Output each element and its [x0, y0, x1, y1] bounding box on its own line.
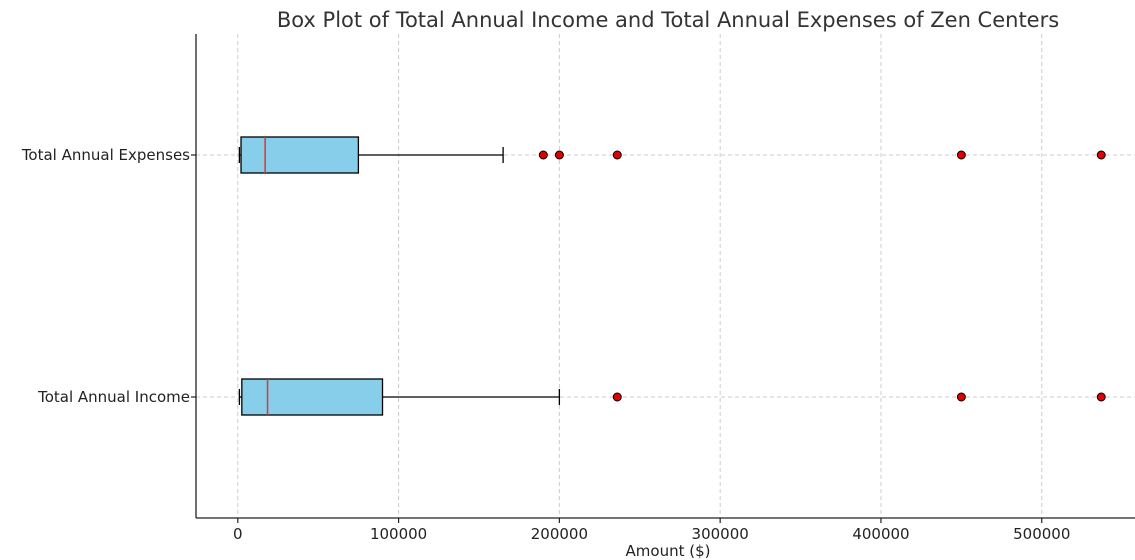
grid-lines	[196, 34, 1135, 518]
outlier-point	[1096, 392, 1106, 402]
x-tick-label: 100000	[370, 525, 427, 543]
box-plot-group	[238, 378, 1106, 416]
x-tick-label: 0	[233, 525, 243, 543]
x-tick-label: 300000	[692, 525, 749, 543]
x-tick-label: 500000	[1013, 525, 1070, 543]
outlier-point	[538, 150, 548, 160]
x-axis-ticks: 0 100000 200000 300000 400000 500000	[233, 518, 1070, 543]
box-plots	[238, 136, 1106, 416]
box-plot-group	[238, 136, 1106, 174]
outlier-point	[554, 150, 564, 160]
outlier-point	[612, 150, 622, 160]
y-axis-ticks: Total Annual Income Total Annual Expenses	[21, 146, 196, 406]
interquartile-box	[240, 136, 360, 174]
x-tick-label: 400000	[852, 525, 909, 543]
x-axis-label: Amount ($)	[626, 542, 711, 560]
x-tick-label: 200000	[531, 525, 588, 543]
interquartile-box	[241, 378, 384, 416]
outlier-point	[1096, 150, 1106, 160]
outlier-point	[956, 392, 966, 402]
y-tick-label: Total Annual Income	[37, 388, 190, 406]
y-tick-label: Total Annual Expenses	[21, 146, 190, 164]
outlier-point	[956, 150, 966, 160]
axis-spines	[195, 34, 1135, 519]
chart-title: Box Plot of Total Annual Income and Tota…	[277, 8, 1059, 32]
outlier-point	[612, 392, 622, 402]
